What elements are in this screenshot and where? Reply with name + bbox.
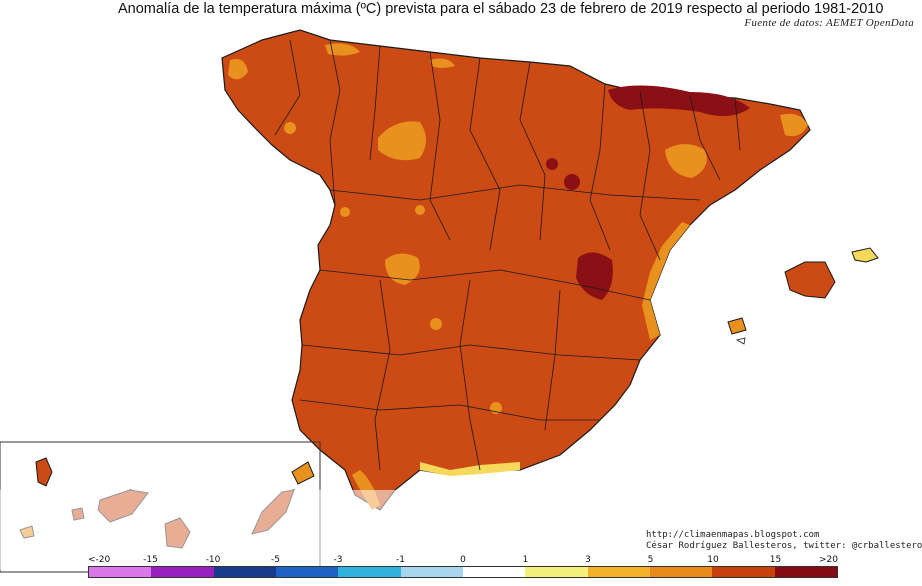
patch-teruel: [576, 252, 613, 300]
patch-leon: [378, 121, 426, 161]
patch-catalonia: [665, 144, 707, 178]
patch-zaragoza: [564, 174, 580, 190]
legend-tick-label: 1: [522, 555, 529, 565]
legend-tick-label: 15: [769, 555, 782, 565]
patch-small-4: [430, 318, 442, 330]
legend-swatch: [213, 567, 276, 577]
peninsula: [221, 29, 811, 511]
legend-swatch: [275, 567, 339, 577]
patch-small-2: [340, 207, 350, 217]
ibiza: [727, 317, 747, 335]
credits: http://climaenmapas.blogspot.com César R…: [646, 530, 922, 552]
legend-swatch: [151, 567, 214, 577]
legend-tick-label: >20: [819, 555, 838, 565]
legend-swatch: [712, 567, 775, 577]
balearic-islands: [727, 247, 879, 345]
patch-cantabria: [430, 58, 455, 68]
legend-tick-label: 0: [460, 555, 466, 565]
legend-swatch: [587, 567, 650, 577]
legend-tick-label: -5: [271, 555, 280, 565]
formentera: [735, 337, 746, 345]
patch-pyrenees: [608, 85, 750, 117]
patch-valencia-coast: [642, 222, 690, 340]
legend-tick-labels: <-20 -15 -10 -5 -3 -1 0 1 3 5 10 15 >20: [88, 555, 838, 566]
legend-swatch: [649, 567, 713, 577]
legend-swatch: [338, 567, 401, 577]
patch-small-3: [415, 205, 425, 215]
legend-tick-label: 10: [707, 555, 719, 565]
legend-tick-label: -1: [396, 555, 405, 565]
menorca: [851, 247, 879, 263]
data-source: Fuente de datos: AEMET OpenData: [744, 17, 914, 29]
legend-swatch: [89, 567, 152, 577]
legend-tick-label: 5: [647, 555, 654, 565]
province-borders: [274, 39, 741, 471]
patch-malaga-coast: [420, 462, 520, 476]
legend-color-bar: [88, 566, 838, 578]
legend-swatch: [774, 567, 837, 577]
patch-zaragoza-2: [546, 158, 558, 170]
credits-url[interactable]: http://climaenmapas.blogspot.com: [646, 530, 820, 540]
legend-tick-label: -3: [333, 555, 343, 565]
patch-extremadura: [385, 253, 420, 285]
legend-tick-label: -15: [143, 555, 158, 565]
patch-asturias: [325, 43, 360, 56]
mallorca: [784, 261, 836, 299]
legend-tick-label: -10: [205, 555, 221, 565]
credits-author: César Rodríguez Ballesteros, twitter: @c…: [646, 541, 922, 551]
spain-mainland: [221, 29, 811, 511]
legend-tick-label: <-20: [88, 555, 111, 565]
map-title: Anomalía de la temperatura máxima (ºC) p…: [118, 1, 884, 17]
patch-girona: [780, 113, 808, 137]
color-legend: <-20 -15 -10 -5 -3 -1 0 1 3 5 10 15 >20: [88, 555, 838, 580]
legend-swatch: [525, 567, 588, 577]
lanzarote: [291, 461, 315, 485]
patch-galicia: [228, 58, 248, 80]
legend-tick-label: 3: [585, 555, 591, 565]
legend-swatch: [400, 567, 463, 577]
legend-swatch: [462, 567, 526, 577]
overlay-band: [0, 490, 922, 570]
patch-small-1: [284, 122, 296, 134]
la-palma: [35, 457, 53, 487]
